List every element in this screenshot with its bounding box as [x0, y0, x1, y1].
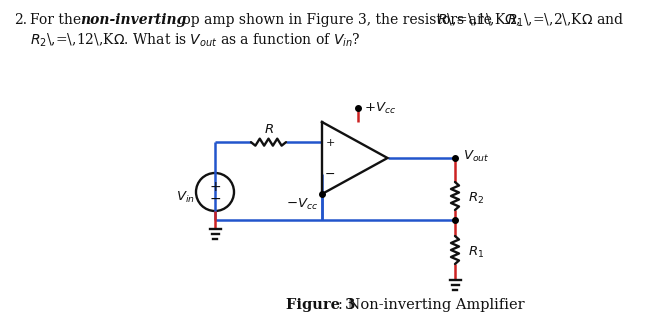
Text: Figure 3: Figure 3 [286, 298, 355, 312]
Text: non-inverting: non-inverting [80, 13, 186, 27]
Text: $R_2$: $R_2$ [468, 190, 484, 206]
Text: 2.: 2. [14, 13, 27, 27]
Text: +: + [325, 138, 335, 148]
Text: $R_1$: $R_1$ [468, 244, 484, 259]
Text: $R_2$\,=\,12\,K$\Omega$. What is $V_{out}$ as a function of $V_{in}$?: $R_2$\,=\,12\,K$\Omega$. What is $V_{out… [30, 31, 360, 49]
Text: $+V_{cc}$: $+V_{cc}$ [364, 100, 396, 115]
Text: $R$\,=\,1\,K$\Omega$,: $R$\,=\,1\,K$\Omega$, [437, 12, 520, 28]
Text: op amp shown in Figure 3, the resistors are: op amp shown in Figure 3, the resistors … [178, 13, 496, 27]
Text: $V_{out}$: $V_{out}$ [463, 148, 490, 164]
Text: : Non-inverting Amplifier: : Non-inverting Amplifier [338, 298, 525, 312]
Text: −: − [325, 168, 335, 181]
Text: $R$: $R$ [264, 123, 274, 136]
Text: $R_1$\,=\,2\,K$\Omega$ and: $R_1$\,=\,2\,K$\Omega$ and [507, 11, 624, 29]
Text: For the: For the [30, 13, 85, 27]
Text: −: − [209, 192, 221, 206]
Text: +: + [209, 180, 221, 194]
Text: $V_{in}$: $V_{in}$ [176, 189, 194, 205]
Text: $-V_{cc}$: $-V_{cc}$ [286, 197, 318, 212]
